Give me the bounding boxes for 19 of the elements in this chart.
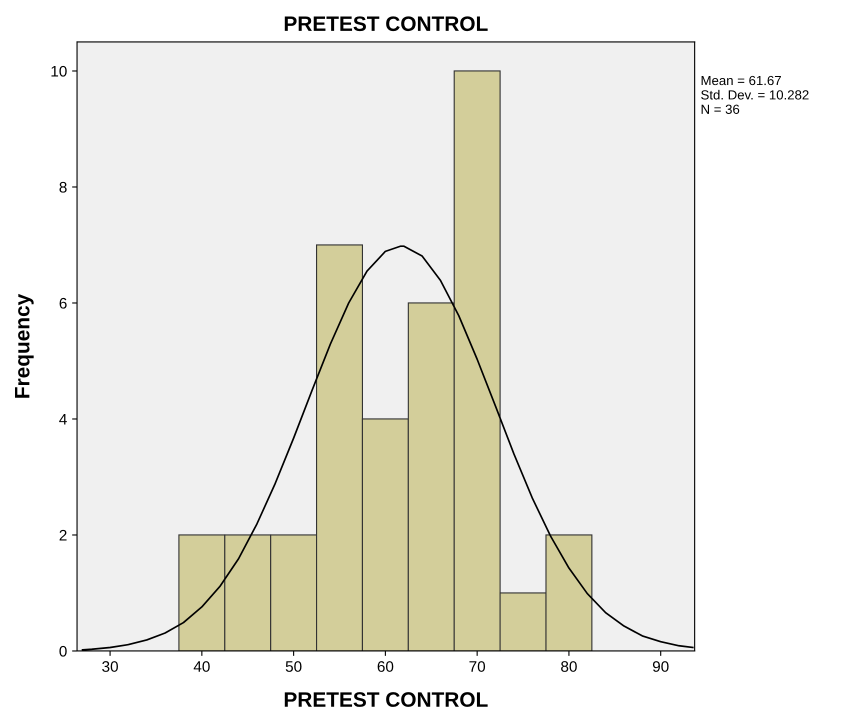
y-axis-title: Frequency xyxy=(15,294,34,398)
y-tick-label: 0 xyxy=(59,646,67,657)
x-tick-label: 80 xyxy=(561,661,577,672)
x-axis-title: PRETEST CONTROL xyxy=(284,692,488,707)
y-tick-label: 10 xyxy=(51,66,67,77)
text: N = 36 xyxy=(702,104,740,114)
chart-title: PRETEST CONTROL xyxy=(284,16,488,32)
y-tick-label: 6 xyxy=(60,298,67,309)
y-tick-label: 4 xyxy=(59,414,67,425)
y-tick-label: 8 xyxy=(59,182,67,193)
x-tick-label: 90 xyxy=(652,661,669,672)
x-tick-label: 70 xyxy=(469,661,486,672)
text: Std. Dev. = 10.282 xyxy=(701,90,809,100)
x-tick-label: 30 xyxy=(102,661,118,672)
x-tick-label: 60 xyxy=(378,661,394,672)
x-tick-label: 40 xyxy=(194,661,210,672)
x-tick-label: 50 xyxy=(286,661,302,672)
y-tick-label: 2 xyxy=(60,530,67,541)
text: Mean = 61.67 xyxy=(702,76,781,86)
